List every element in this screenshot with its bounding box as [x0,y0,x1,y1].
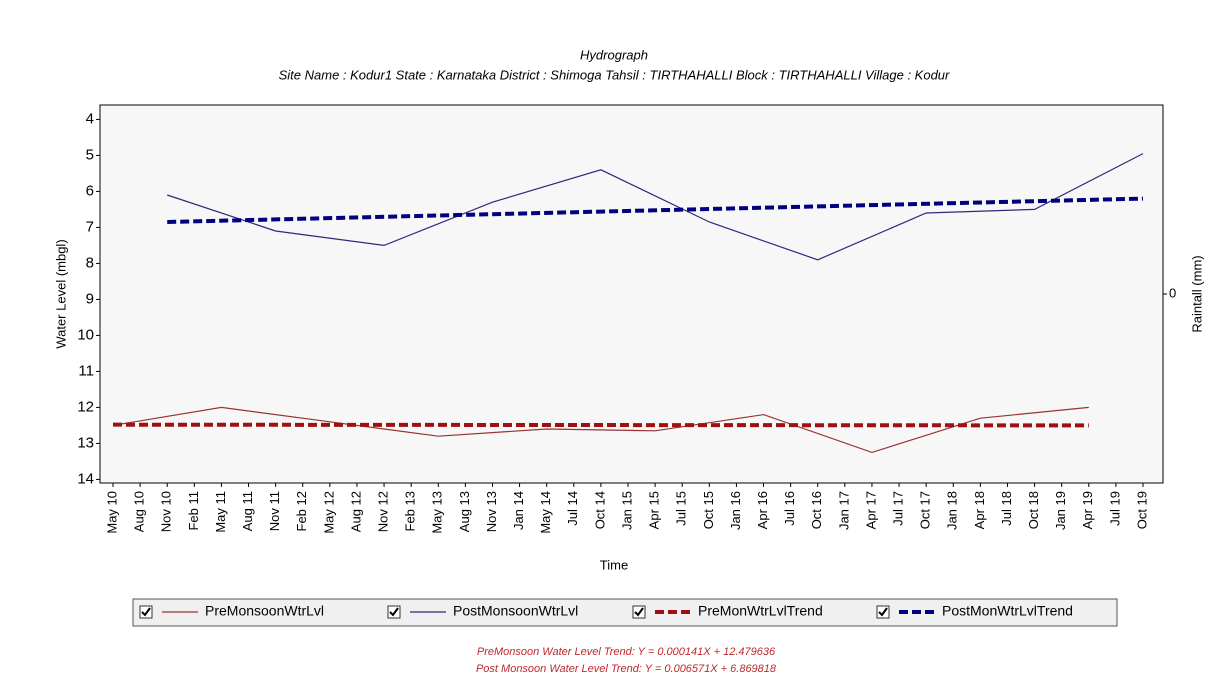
equation: Post Monsoon Water Level Trend: Y = 0.00… [476,663,777,675]
x-tick-label: May 12 [321,491,336,534]
y-tick-label: 5 [86,146,94,163]
trend-line [112,422,1089,428]
x-tick-label: Oct 17 [918,491,933,529]
plot-area [99,104,1164,484]
x-tick-label: Oct 18 [1026,491,1041,529]
y-tick-label: 12 [77,398,94,415]
x-tick-label: Jul 18 [999,491,1014,526]
x-tick-label: May 11 [213,491,228,533]
trend-line [167,196,1144,224]
x-tick-label: Oct 14 [592,491,607,529]
x-tick-label: Jul 14 [565,491,580,526]
y-axis-title: Water Level (mbgl) [53,239,68,348]
legend-check[interactable] [141,607,151,617]
y-tick-label: 14 [77,470,94,487]
legend-label: PreMonWtrLvlTrend [698,603,823,619]
x-tick-label: Aug 12 [348,491,363,532]
x-tick-label: Apr 19 [1080,491,1095,529]
x-tick-label: Apr 15 [647,491,662,529]
x-tick-label: Oct 16 [809,491,824,529]
legend-check[interactable] [389,607,399,617]
x-tick-label: Jan 18 [945,491,960,530]
x-tick-label: Jan 17 [836,491,851,530]
x-tick-label: Jul 16 [782,491,797,526]
x-tick-label: Jan 15 [619,491,634,530]
x-tick-label: Feb 13 [403,491,418,531]
x-tick-label: Apr 16 [755,491,770,529]
y-tick-label: 11 [78,362,94,379]
series-line [112,406,1089,454]
x-tick-label: Aug 11 [240,491,255,531]
y-tick-label: 6 [86,182,94,199]
y-tick-label: 4 [86,110,94,127]
legend [132,598,1118,627]
x-tick-label: Apr 17 [863,491,878,529]
legend-label: PreMonsoonWtrLvl [205,603,324,619]
x-tick-label: May 13 [430,491,445,534]
y-tick-label: 8 [86,254,94,271]
legend-check[interactable] [634,607,644,617]
x-tick-label: Nov 11 [267,491,282,531]
legend-label: PostMonWtrLvlTrend [942,603,1073,619]
y-tick-label: 10 [77,326,94,343]
chart-subtitle: Site Name : Kodur1 State : Karnataka Dis… [279,67,950,82]
y-tick-label: 9 [86,290,94,307]
chart-title: Hydrograph [580,47,648,62]
legend-check[interactable] [878,607,888,617]
x-tick-label: Oct 19 [1134,491,1149,529]
x-tick-label: Aug 13 [457,491,472,532]
y2-axis-title: Raintall (mm) [1189,255,1204,332]
x-tick-label: Jan 16 [728,491,743,530]
x-tick-label: May 14 [538,491,553,534]
x-tick-label: Aug 10 [132,491,147,532]
x-tick-label: Jul 17 [890,491,905,526]
x-tick-label: Feb 12 [294,491,309,531]
x-axis-title: Time [600,557,628,572]
x-tick-label: May 10 [104,491,119,534]
x-tick-label: Feb 11 [186,491,201,531]
equation: PreMonsoon Water Level Trend: Y = 0.0001… [477,646,776,658]
y2-tick-label: 0 [1169,285,1176,300]
series-line [167,153,1144,261]
x-tick-label: Jul 19 [1107,491,1122,526]
legend-label: PostMonsoonWtrLvl [453,603,578,619]
x-tick-label: Jul 15 [674,491,689,526]
x-tick-label: Nov 10 [159,491,174,532]
x-tick-label: Oct 15 [701,491,716,529]
y-tick-label: 13 [77,434,94,451]
x-tick-label: Jan 14 [511,491,526,530]
y-tick-label: 7 [86,218,94,235]
x-tick-label: Nov 13 [484,491,499,532]
x-tick-label: Apr 18 [972,491,987,529]
x-tick-label: Nov 12 [375,491,390,532]
x-tick-label: Jan 19 [1053,491,1068,530]
